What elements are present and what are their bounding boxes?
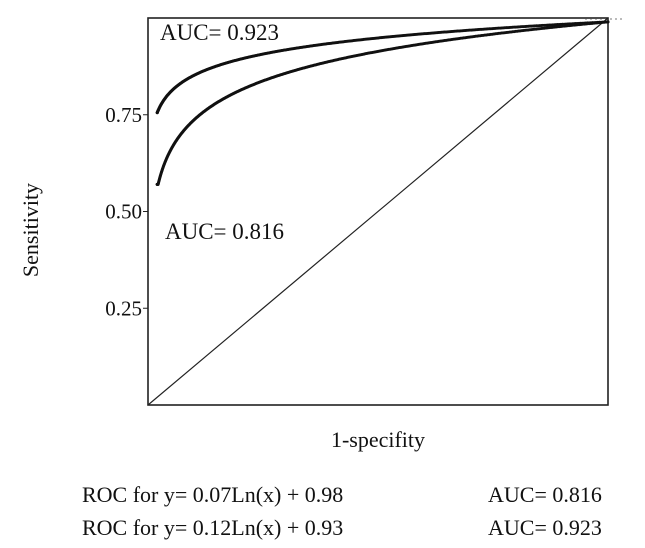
x-axis-label: 1-specifity [331,427,425,452]
legend-row-1-auc: AUC= 0.816 [488,482,602,507]
roc-series-2 [155,20,610,186]
annotation-auc-lower: AUC= 0.816 [165,219,284,244]
roc-point [606,20,610,24]
reference-diagonal-line [147,17,609,406]
y-tick-label-1: 0.25 [105,296,142,320]
legend-row-2-label: ROC for y= 0.12Ln(x) + 0.93 [82,515,343,540]
legend-row-1-label: ROC for y= 0.07Ln(x) + 0.98 [82,482,343,507]
legend-row-2-auc: AUC= 0.923 [488,515,602,540]
annotation-auc-upper: AUC= 0.923 [160,20,279,45]
y-tick-label-3: 0.75 [105,103,142,127]
roc-series-1 [155,20,610,115]
y-axis-label: Sensitivity [18,183,43,277]
y-tick-label-2: 0.50 [105,200,142,224]
